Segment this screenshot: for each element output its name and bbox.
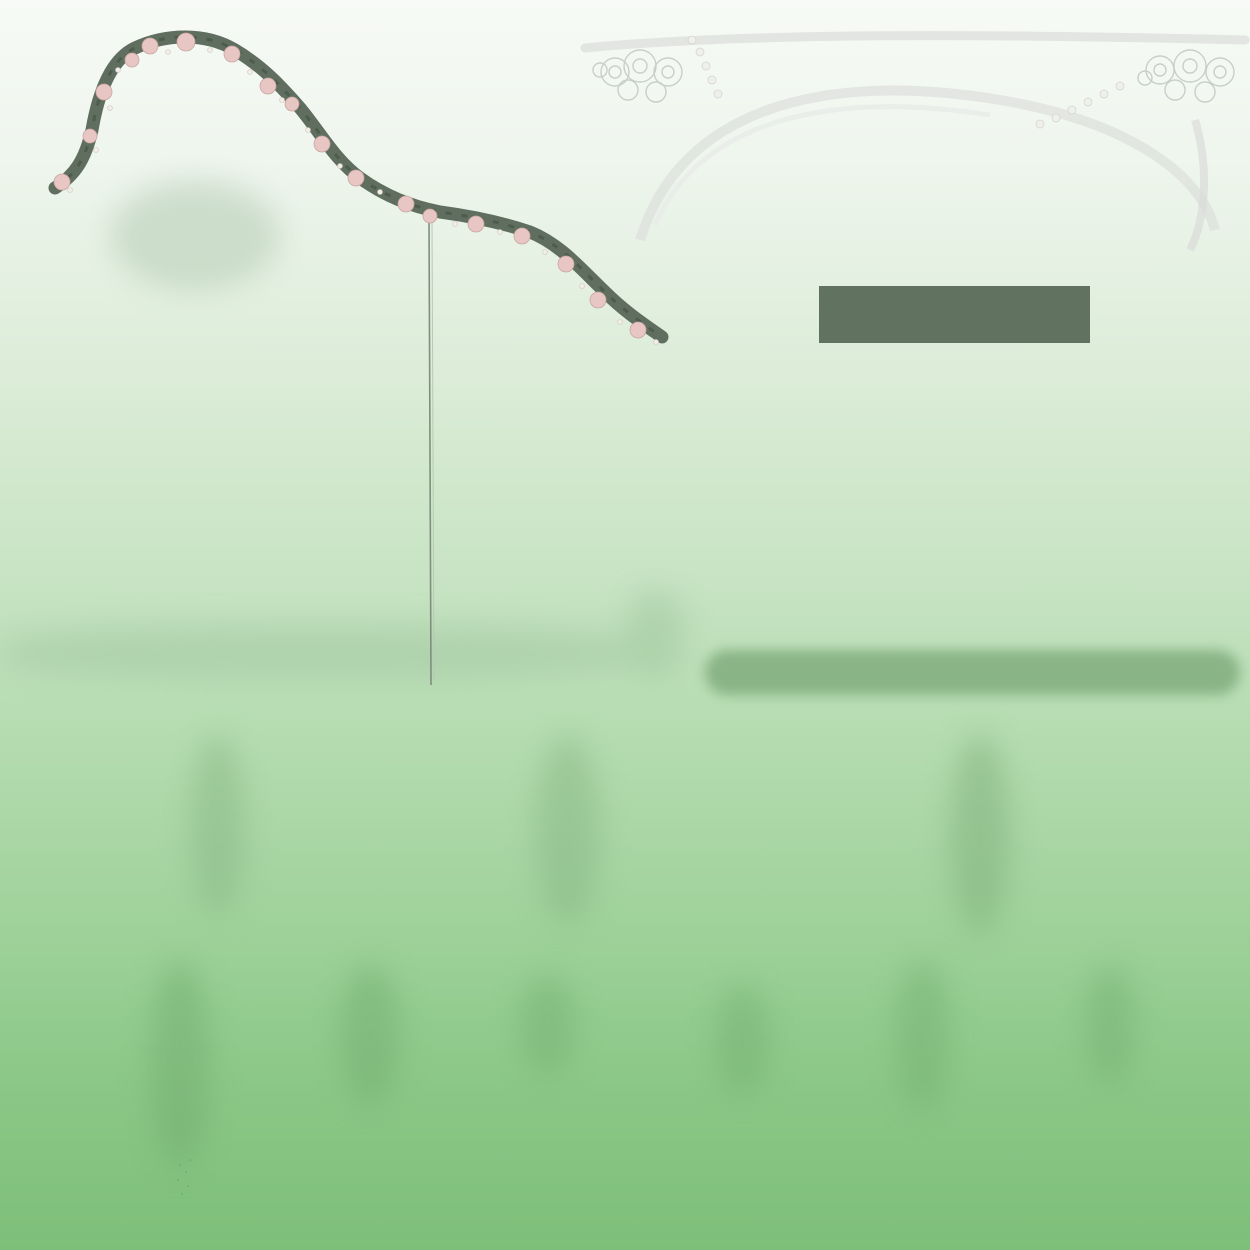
lace-doily-left bbox=[592, 49, 683, 103]
ledge-shadow bbox=[705, 650, 1240, 695]
floating-plank bbox=[819, 286, 1090, 343]
lace-doily-right bbox=[1137, 49, 1235, 103]
tree-shadow bbox=[895, 960, 950, 1110]
tree-shadow bbox=[535, 735, 600, 925]
tree-shadow bbox=[1085, 965, 1135, 1085]
shadow-blob bbox=[110, 180, 280, 290]
lace-rail bbox=[580, 31, 1250, 53]
tree-shadow bbox=[190, 735, 245, 915]
pearl-strand bbox=[687, 35, 1125, 129]
lace-arch bbox=[635, 85, 1220, 242]
tree-shadow bbox=[950, 735, 1010, 935]
tree-shadow bbox=[340, 965, 400, 1105]
tree-shadow bbox=[520, 975, 575, 1075]
vine-pearls bbox=[67, 47, 659, 345]
tree-shadow bbox=[715, 985, 770, 1095]
shadow-blob bbox=[625, 590, 685, 680]
lace-post bbox=[1186, 118, 1209, 252]
tree-shadow bbox=[150, 960, 210, 1170]
shadow-blob bbox=[0, 625, 640, 680]
lace-arch-inner bbox=[652, 104, 991, 226]
vine-blossoms bbox=[53, 32, 647, 339]
